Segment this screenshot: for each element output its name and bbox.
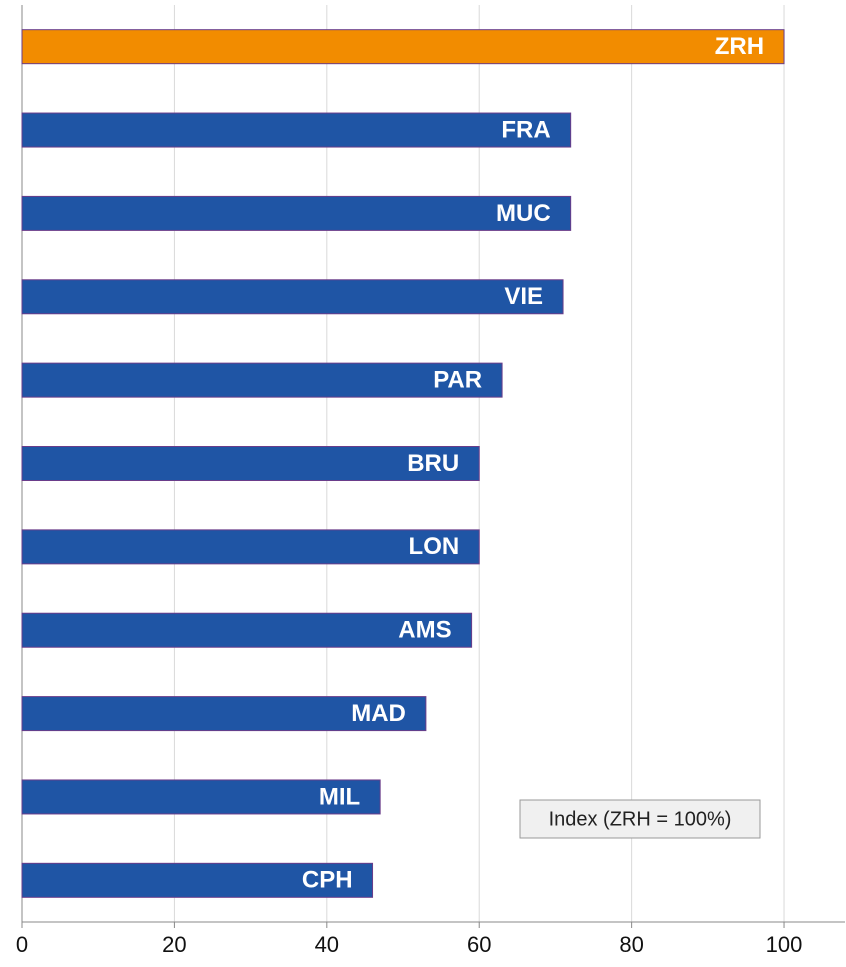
category-label: MAD xyxy=(351,700,406,727)
category-label: CPH xyxy=(302,867,353,894)
annotation-box xyxy=(519,799,761,839)
bar xyxy=(21,112,572,148)
bar xyxy=(21,195,572,231)
bar xyxy=(21,862,374,898)
x-tick-label: 80 xyxy=(619,932,643,957)
annotation: Index (ZRH = 100%) xyxy=(549,808,732,830)
category-label: BRU xyxy=(407,450,459,477)
bar xyxy=(21,529,480,565)
category-label: MIL xyxy=(319,783,360,810)
category-label: FRA xyxy=(501,116,550,143)
category-label: PAR xyxy=(433,366,482,393)
bar xyxy=(21,362,503,398)
bar xyxy=(21,446,480,481)
category-label: ZRH xyxy=(715,33,764,60)
category-label: MUC xyxy=(496,200,551,227)
bar xyxy=(21,612,473,648)
x-tick-label: 100 xyxy=(766,932,803,957)
bar xyxy=(21,779,381,815)
category-label: VIE xyxy=(504,283,543,310)
x-tick-label: 20 xyxy=(162,932,186,957)
bar xyxy=(21,279,564,315)
x-tick-label: 0 xyxy=(16,932,28,957)
bar xyxy=(21,696,427,732)
category-label: LON xyxy=(409,533,460,560)
x-tick-label: 40 xyxy=(315,932,339,957)
category-label: AMS xyxy=(398,617,451,644)
bar xyxy=(21,29,785,65)
x-tick-label: 60 xyxy=(467,932,491,957)
